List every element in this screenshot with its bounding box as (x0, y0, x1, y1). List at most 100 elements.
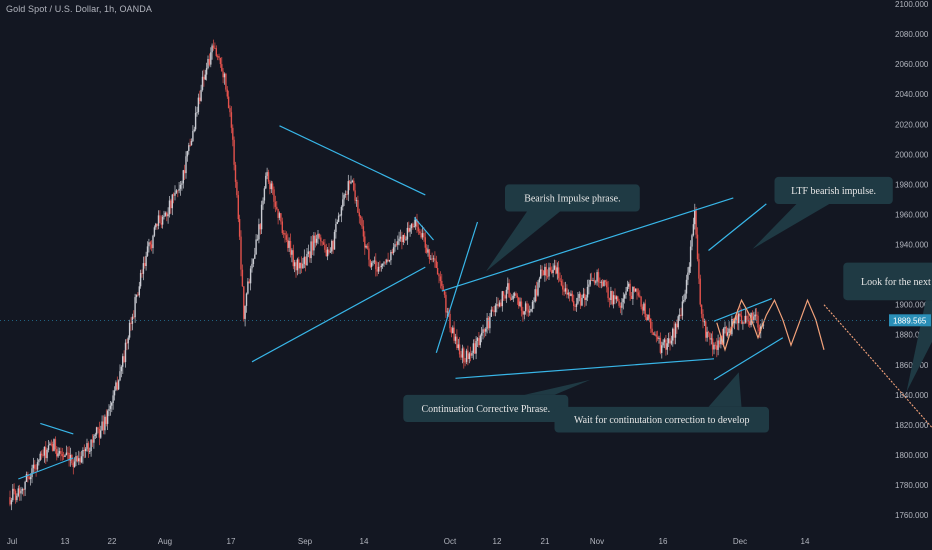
candle (457, 344, 459, 349)
candle (111, 402, 113, 406)
candle (54, 439, 57, 450)
candle (430, 258, 432, 260)
trendline[interactable] (413, 217, 434, 241)
candle (219, 58, 222, 65)
callout-next-bearish: Look for the next bearish impulse. (861, 277, 932, 288)
y-tick-label: 2080.000 (895, 30, 929, 39)
callout-box[interactable] (774, 176, 893, 204)
candle (397, 241, 399, 245)
candle (472, 343, 475, 353)
candle (377, 266, 380, 272)
candle (318, 233, 321, 238)
candle (266, 172, 268, 176)
candle (251, 263, 253, 269)
y-tick-label: 2060.000 (895, 60, 929, 69)
candle (747, 319, 750, 322)
candle (478, 338, 480, 346)
candle (16, 495, 18, 501)
trendline[interactable] (435, 221, 479, 353)
candle (13, 488, 15, 491)
candle (14, 490, 17, 501)
candle (606, 281, 608, 288)
candle (126, 342, 128, 344)
y-tick-label: 1900.000 (895, 301, 929, 310)
candle (142, 263, 145, 274)
candle (663, 339, 666, 343)
candle (585, 297, 587, 300)
trendline[interactable] (713, 337, 784, 381)
trendline[interactable] (455, 358, 715, 379)
candle (696, 234, 699, 260)
candle (280, 213, 282, 222)
candle (687, 272, 689, 280)
candle (335, 223, 337, 232)
candle (194, 113, 197, 130)
candle (138, 286, 140, 296)
candle (553, 265, 556, 270)
candle (298, 259, 300, 269)
candle (529, 311, 531, 313)
trendline[interactable] (441, 197, 734, 292)
candle (556, 267, 558, 274)
candle (538, 278, 541, 283)
candle (641, 306, 644, 311)
candle (31, 468, 33, 478)
trendline[interactable] (18, 457, 74, 480)
forecast-wave[interactable] (716, 298, 825, 352)
trendline[interactable] (251, 266, 426, 363)
callout-box[interactable] (843, 262, 932, 301)
candle (236, 181, 238, 196)
candle (145, 255, 147, 266)
candle (458, 344, 461, 355)
candle (82, 450, 84, 457)
candle (340, 206, 343, 216)
candle (666, 343, 668, 350)
trendline[interactable] (708, 203, 767, 251)
candle (541, 269, 543, 271)
candle (175, 190, 178, 193)
trendline[interactable] (713, 298, 773, 322)
candle (513, 293, 516, 296)
callout-pointer (485, 211, 560, 272)
trendline[interactable] (279, 125, 426, 196)
candle (500, 302, 502, 307)
candle (757, 315, 759, 328)
forecast-arrow[interactable] (823, 304, 932, 458)
candle (313, 235, 315, 251)
callout-box[interactable] (403, 394, 569, 422)
candle (36, 462, 39, 470)
candle (89, 451, 91, 452)
candle (346, 194, 348, 195)
candle (522, 310, 524, 315)
candle (50, 443, 52, 445)
candle (409, 228, 411, 232)
candle (128, 322, 131, 338)
candle (347, 181, 349, 195)
candle (174, 192, 176, 196)
candle (237, 195, 239, 219)
candle (406, 227, 409, 240)
candle (403, 235, 406, 240)
candle (560, 280, 563, 286)
x-tick-label: 21 (541, 537, 550, 546)
candle (728, 328, 730, 333)
candle (65, 452, 68, 456)
candle (91, 439, 94, 443)
callout-box[interactable] (505, 184, 640, 212)
candle (182, 170, 184, 184)
candle (427, 249, 429, 253)
callout-box[interactable] (554, 406, 770, 433)
candle (208, 59, 211, 65)
candle (549, 267, 552, 271)
candle (45, 446, 47, 459)
candle (43, 446, 46, 456)
trendlines (18, 125, 784, 480)
candle (57, 453, 59, 457)
chart-title: Gold Spot / U.S. Dollar, 1h, OANDA (6, 4, 152, 14)
candle (161, 216, 164, 225)
candle (562, 285, 564, 290)
candle (743, 322, 745, 324)
trendline[interactable] (40, 422, 74, 435)
